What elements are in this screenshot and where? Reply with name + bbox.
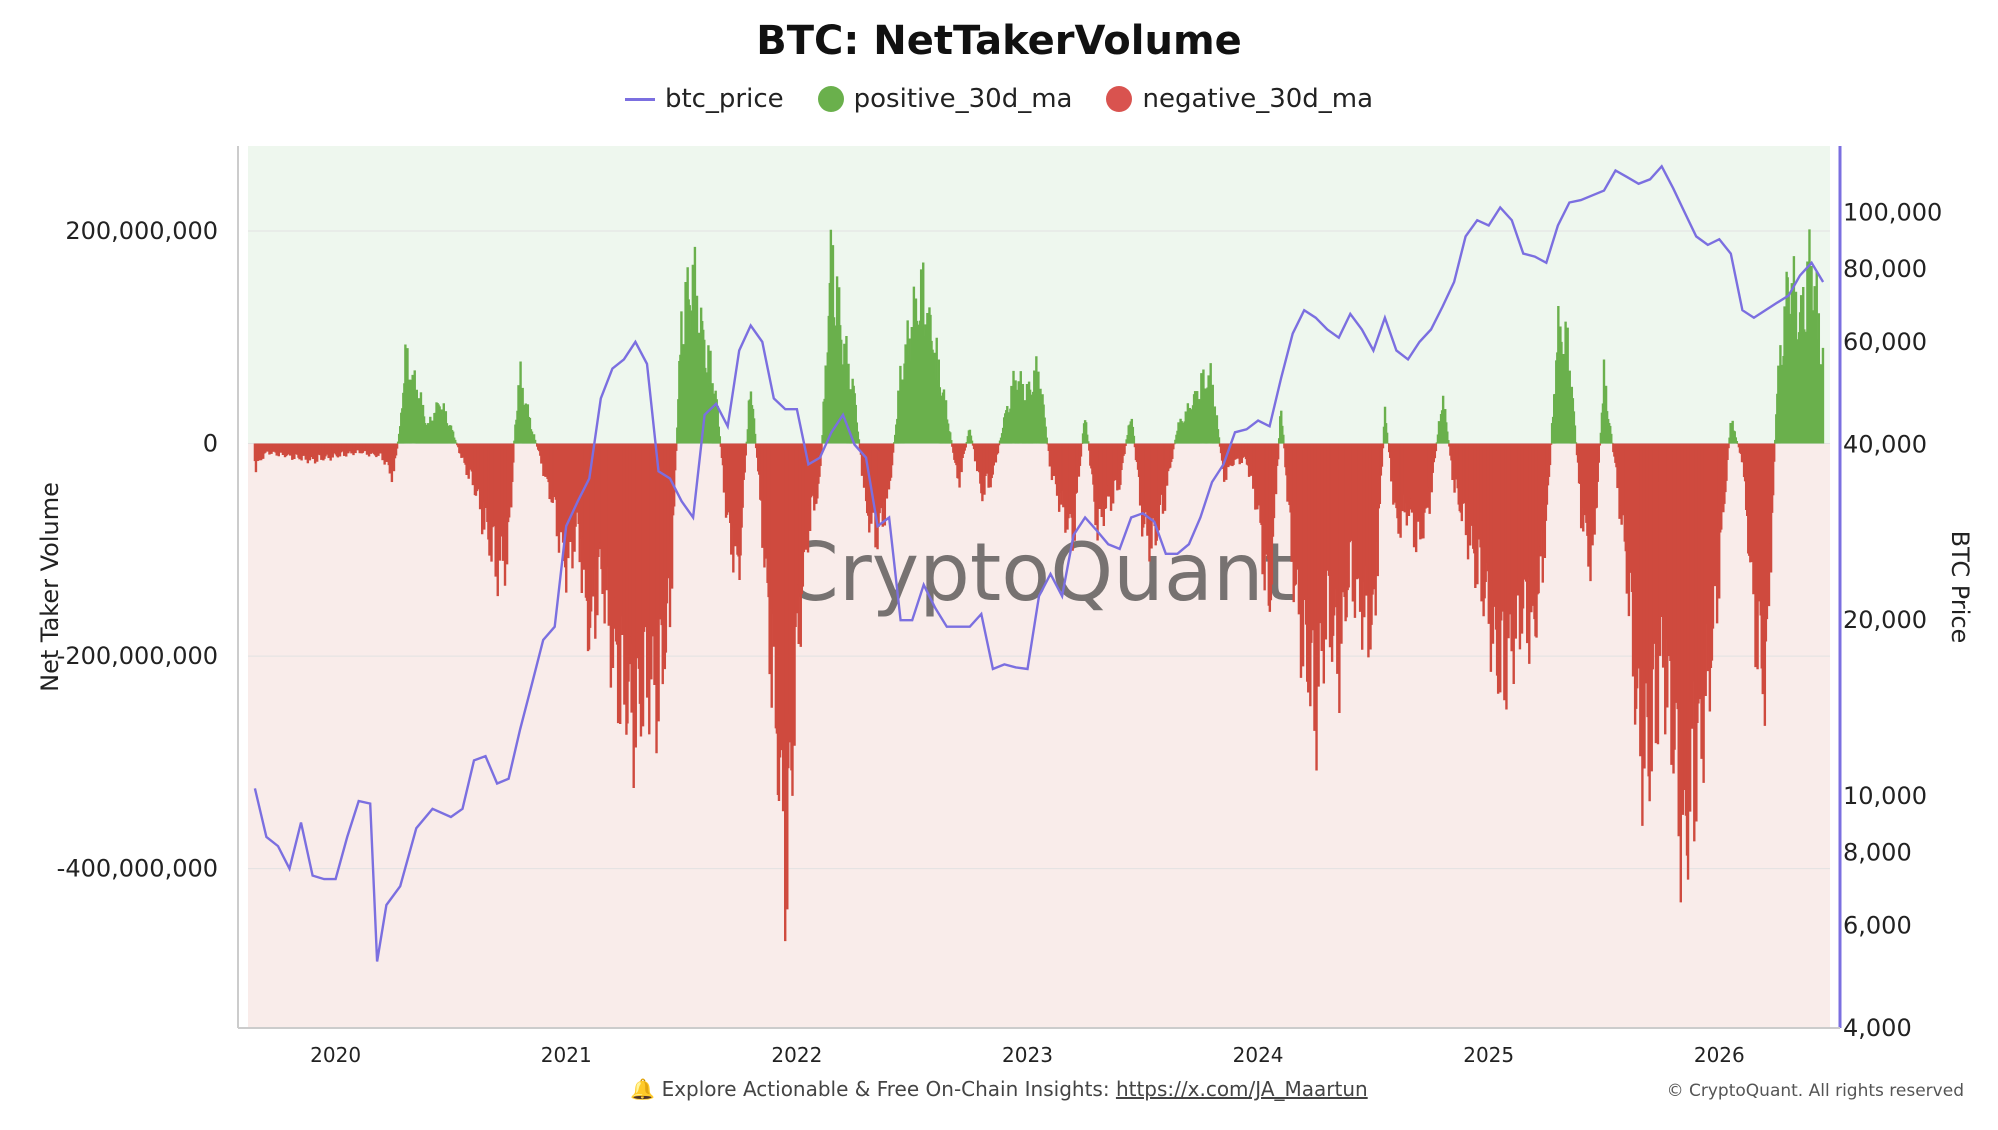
right-tick-label: 4,000	[1843, 1014, 1912, 1042]
footer: 🔔 Explore Actionable & Free On-Chain Ins…	[0, 1077, 1998, 1101]
right-tick-label: 10,000	[1843, 782, 1927, 810]
left-tick-label: -200,000,000	[57, 642, 218, 670]
left-tick-label: -400,000,000	[57, 855, 218, 883]
right-tick-label: 40,000	[1843, 431, 1927, 459]
legend-dot-positive	[817, 86, 844, 112]
right-tick-label: 8,000	[1843, 838, 1912, 866]
right-tick-label: 60,000	[1843, 328, 1927, 356]
legend-dot-negative	[1106, 86, 1133, 112]
footer-link[interactable]: https://x.com/JA_Maartun	[1115, 1077, 1368, 1101]
legend-line-swatch	[624, 97, 655, 101]
btc-price-line	[253, 164, 1825, 962]
legend: btc_price positive_30d_ma negative_30d_m…	[0, 84, 1998, 114]
right-tick-label: 20,000	[1843, 606, 1927, 634]
bell-icon: 🔔	[630, 1077, 656, 1101]
chart-svg: CryptoQuant 200,000,000 0 -200,000,000 -400…	[36, 146, 1974, 1067]
footer-text: Explore Actionable & Free On-Chain Insig…	[661, 1077, 1116, 1101]
y-axis-label-right: BTC Price	[1946, 531, 1974, 644]
legend-label-negative: negative_30d_ma	[1142, 84, 1374, 114]
x-tick-label: 2020	[310, 1043, 361, 1067]
watermark: CryptoQuant	[783, 526, 1295, 619]
legend-label-btc-price: btc_price	[664, 84, 784, 114]
right-tick-label: 6,000	[1843, 911, 1912, 939]
x-tick-label: 2024	[1233, 1043, 1284, 1067]
net-taker-volume-bars	[253, 229, 1825, 942]
left-tick-label: 0	[203, 430, 218, 458]
x-tick-label: 2021	[541, 1043, 592, 1067]
x-tick-label: 2022	[771, 1043, 822, 1067]
right-tick-label: 100,000	[1843, 198, 1942, 226]
legend-label-positive: positive_30d_ma	[853, 84, 1073, 114]
left-axis-ticks: 200,000,000 0 -200,000,000 -400,000,000	[57, 217, 218, 883]
legend-item-negative[interactable]: negative_30d_ma	[1106, 84, 1373, 114]
x-axis-ticks: 2020 2021 2022 2023 2024 2025 2026	[310, 1043, 1745, 1067]
copyright: © CryptoQuant. All rights reserved	[1666, 1081, 1964, 1101]
x-tick-label: 2025	[1463, 1043, 1514, 1067]
negative-zone-background	[248, 443, 1830, 1028]
chart-title: BTC: NetTakerVolume	[756, 18, 1242, 64]
right-tick-label: 80,000	[1843, 255, 1927, 283]
x-tick-label: 2023	[1002, 1043, 1053, 1067]
left-tick-label: 200,000,000	[65, 217, 218, 245]
legend-item-positive[interactable]: positive_30d_ma	[817, 84, 1073, 114]
right-axis-ticks: 100,000 80,000 60,000 40,000 20,000 10,000 8,0…	[1843, 198, 1942, 1042]
y-axis-label-left: Net Taker Volume	[36, 482, 64, 692]
x-tick-label: 2026	[1694, 1043, 1745, 1067]
legend-item-btc-price[interactable]: btc_price	[624, 84, 784, 114]
